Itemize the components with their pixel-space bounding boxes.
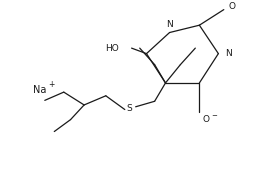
Text: −: − bbox=[211, 113, 217, 119]
Text: +: + bbox=[48, 80, 54, 89]
Text: N: N bbox=[225, 49, 232, 58]
Text: S: S bbox=[126, 104, 132, 113]
Text: Na: Na bbox=[33, 85, 46, 95]
Text: O: O bbox=[229, 2, 236, 11]
Text: O: O bbox=[202, 115, 209, 124]
Text: N: N bbox=[166, 20, 173, 29]
Text: HO: HO bbox=[105, 44, 119, 53]
